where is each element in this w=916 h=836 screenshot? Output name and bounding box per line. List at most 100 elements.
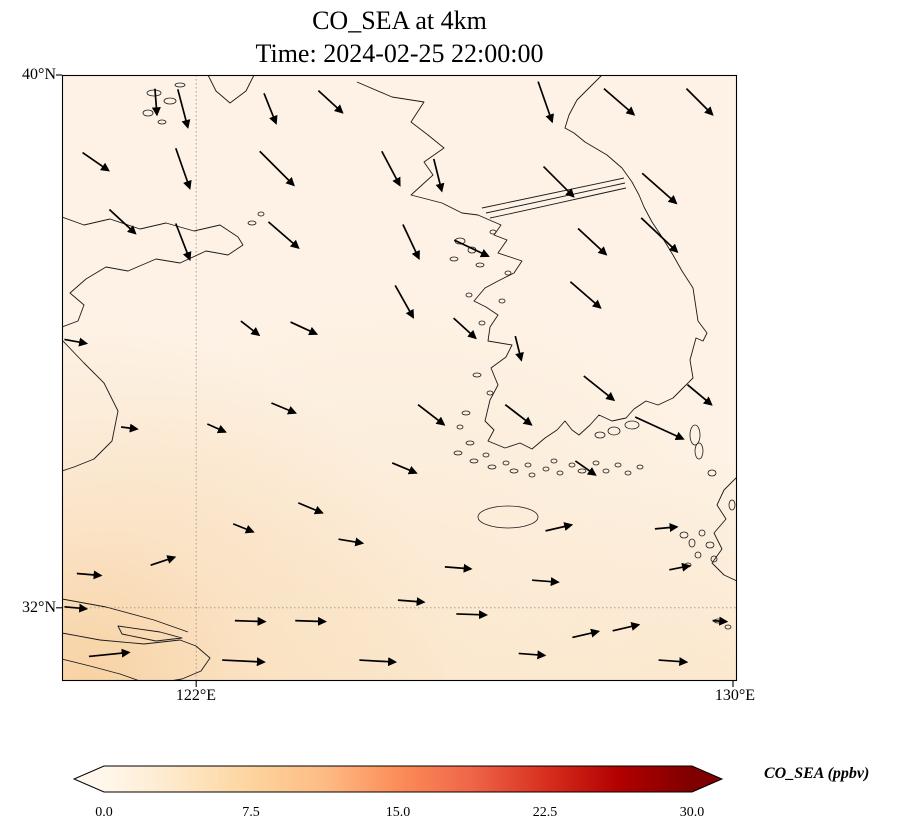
wind-arrow	[397, 597, 426, 607]
y-axis-tick-40N: 40°N	[22, 66, 56, 83]
coastline	[711, 476, 737, 582]
island	[528, 472, 536, 478]
wind-arrow	[572, 628, 601, 639]
wind-arrow	[120, 423, 139, 433]
colorbar-extend-min	[74, 766, 104, 792]
wind-arrow	[82, 151, 110, 172]
island	[163, 97, 177, 105]
island	[679, 531, 689, 539]
wind-arrow	[402, 224, 420, 261]
island	[504, 270, 512, 276]
island	[477, 505, 539, 529]
map-content	[62, 75, 737, 681]
colorbar: 0.0 7.5 15.0 22.5 30.0	[72, 765, 724, 820]
wind-arrow	[240, 320, 261, 337]
wind-arrow	[391, 462, 418, 475]
wind-arrow	[545, 522, 574, 532]
wind-arrow	[150, 555, 177, 566]
wind-arrow	[658, 657, 689, 667]
wind-arrow	[603, 87, 636, 116]
y-axis-tick-32N: 32°N	[22, 599, 56, 616]
island	[449, 256, 459, 262]
colorbar-tick-label: 22.5	[533, 805, 558, 820]
island	[482, 452, 490, 458]
wind-arrow	[641, 172, 678, 205]
wind-arrow	[297, 502, 324, 515]
wind-arrow	[88, 648, 131, 658]
wind-arrow	[271, 402, 297, 415]
island	[146, 89, 162, 97]
island	[568, 462, 576, 468]
coastline	[62, 598, 189, 633]
rivers	[481, 177, 627, 219]
wind-arrow	[444, 563, 473, 573]
colorbar-extend-max	[692, 766, 722, 792]
island	[478, 320, 486, 326]
coastline	[62, 216, 244, 328]
coastline	[117, 625, 183, 642]
wind-arrow	[290, 321, 319, 336]
colorbar-tick-label: 15.0	[386, 805, 411, 820]
island	[489, 229, 497, 235]
wind-arrow	[317, 90, 344, 114]
wind-arrow	[222, 657, 266, 667]
island	[728, 499, 736, 511]
wind-arrows	[64, 81, 729, 667]
island	[469, 458, 479, 464]
island	[614, 462, 622, 468]
wind-arrow	[518, 650, 547, 660]
island	[475, 262, 485, 268]
wind-arrow	[417, 403, 446, 426]
wind-arrow	[504, 403, 533, 426]
chart-title: CO_SEA at 4km	[312, 6, 487, 35]
island	[694, 442, 704, 460]
wind-arrow	[151, 88, 161, 117]
axis-ticks	[56, 74, 734, 687]
island	[472, 372, 482, 378]
island	[502, 460, 510, 466]
wind-arrow	[259, 150, 295, 187]
wind-arrow	[232, 523, 255, 534]
colorbar-outline	[72, 765, 724, 793]
island	[592, 460, 600, 466]
wind-arrow	[712, 616, 729, 626]
island	[174, 82, 186, 88]
wind-arrow	[206, 423, 227, 434]
island	[707, 469, 717, 477]
island	[461, 410, 471, 416]
island	[453, 450, 463, 456]
wind-arrow	[64, 603, 89, 613]
map-plot	[56, 74, 738, 687]
island	[636, 464, 644, 470]
island	[550, 458, 558, 464]
river-line	[481, 177, 625, 209]
wind-arrow	[453, 239, 490, 258]
wind-arrow	[174, 147, 192, 190]
islands	[142, 82, 736, 630]
coastline	[207, 75, 255, 104]
island	[465, 440, 475, 446]
island	[486, 390, 494, 396]
island	[524, 462, 532, 468]
wind-arrow	[537, 81, 554, 124]
river-line	[485, 182, 626, 214]
river-line	[489, 187, 627, 219]
island	[710, 555, 718, 563]
wind-arrow	[685, 88, 714, 116]
gridlines	[62, 75, 737, 681]
wind-arrow	[532, 577, 560, 587]
wind-arrow	[76, 570, 103, 580]
wind-arrow	[514, 335, 524, 362]
title-block: CO_SEA at 4km Time: 2024-02-25 22:00:00	[62, 4, 737, 70]
island	[498, 298, 506, 304]
wind-arrow	[583, 375, 616, 402]
island	[689, 424, 701, 446]
island	[456, 424, 464, 430]
wind-arrow	[338, 537, 365, 547]
colorbar-gradient	[104, 766, 692, 792]
island	[607, 426, 621, 436]
island	[594, 431, 606, 439]
colorbar-tick-label: 7.5	[242, 805, 260, 820]
island	[509, 468, 519, 474]
